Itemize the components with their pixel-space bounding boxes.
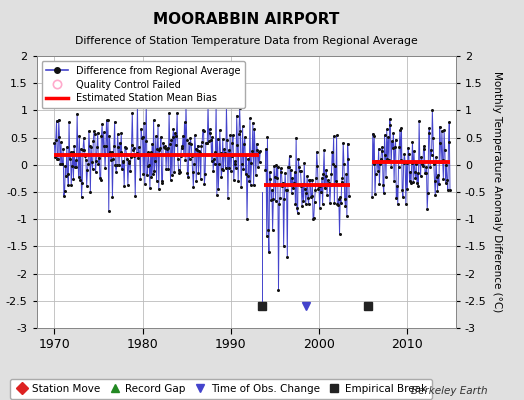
Text: Difference of Station Temperature Data from Regional Average: Difference of Station Temperature Data f… <box>75 36 418 46</box>
Y-axis label: Monthly Temperature Anomaly Difference (°C): Monthly Temperature Anomaly Difference (… <box>492 71 502 313</box>
Legend: Station Move, Record Gap, Time of Obs. Change, Empirical Break: Station Move, Record Gap, Time of Obs. C… <box>10 378 432 399</box>
Text: Berkeley Earth: Berkeley Earth <box>411 386 487 396</box>
Text: MOORABBIN AIRPORT: MOORABBIN AIRPORT <box>153 12 340 27</box>
